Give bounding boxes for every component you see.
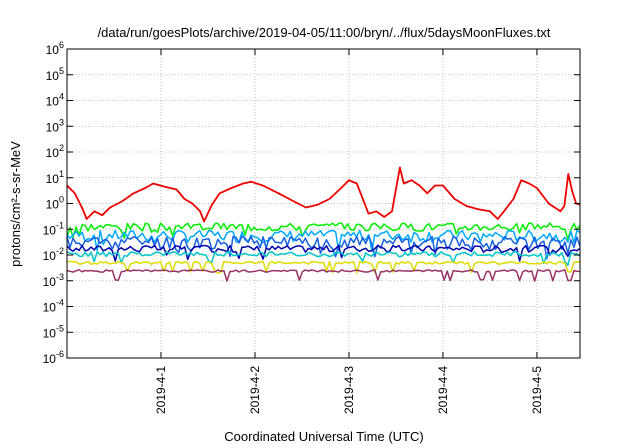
series-line [66,222,581,240]
x-tick-label: 2019-4-2 [248,366,262,414]
series-line [66,260,581,274]
y-tick-label: 10-2 [43,246,64,263]
series-line [66,166,581,223]
y-tick-label: 10-3 [43,272,64,289]
grid-lines [67,49,580,358]
y-tick-label: 102 [46,143,64,160]
y-tick-label: 10-6 [43,349,64,366]
y-tick-label: 103 [46,117,64,134]
series-layer [66,166,581,282]
y-tick-label: 101 [46,169,64,186]
series-line [66,244,581,262]
y-axis-label: protons/cm²-s-sr-MeV [8,141,23,267]
x-tick-label: 2019-4-5 [530,366,544,414]
y-tick-label: 100 [46,195,64,212]
x-tick-label: 2019-4-4 [436,366,450,414]
series-line [66,229,581,252]
y-tick-label: 105 [46,66,64,83]
x-tick-label: 2019-4-1 [154,366,168,414]
y-tick-label: 10-5 [43,323,64,340]
y-axis: 10-6 10-5 10-4 10-3 10-2 10-1 100 101 102 103 104 1… [43,40,580,366]
y-tick-label: 10-1 [43,220,64,237]
series-line [66,251,581,267]
series-line [66,269,580,282]
x-tick-label: 2019-4-3 [342,366,356,414]
x-axis-label: Coordinated Universal Time (UTC) [224,429,423,444]
chart-title: /data/run/goesPlots/archive/2019-04-05/1… [98,25,551,40]
x-axis: 2019-4-1 2019-4-2 2019-4-3 2019-4-4 2019-4-5 [154,49,544,414]
plot-frame [66,48,581,359]
y-tick-label: 10-4 [43,298,64,315]
y-tick-label: 104 [46,92,64,109]
y-tick-label: 106 [46,40,64,57]
